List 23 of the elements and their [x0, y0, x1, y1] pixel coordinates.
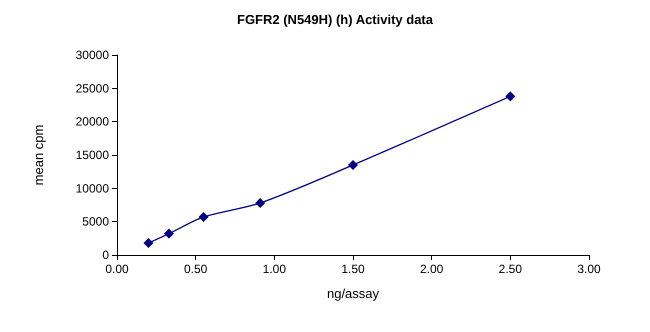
x-tick-label: 0.00: [105, 262, 129, 276]
y-tick-label: 15000: [76, 148, 110, 162]
y-tick-label: 25000: [76, 81, 110, 96]
x-tick-label: 1.50: [341, 262, 365, 276]
x-axis-title: ng/assay: [326, 286, 380, 301]
x-tick-label: 0.50: [184, 262, 208, 276]
y-axis-title: mean cpm: [31, 124, 46, 186]
point: [198, 212, 209, 222]
point: [348, 160, 358, 170]
point: [255, 198, 266, 208]
y-tick-label: 30000: [76, 48, 110, 62]
point: [505, 91, 516, 102]
x-tick-label: 3.00: [577, 262, 601, 276]
x-tick-label: 2.50: [498, 262, 522, 276]
chart-title: FGFR2 (N549H) (h) Activity data: [237, 12, 434, 27]
y-tick-label: 0: [102, 248, 110, 262]
point: [143, 238, 154, 248]
y-tick-label: 20000: [76, 114, 110, 129]
point: [164, 228, 174, 239]
y-tick-label: 5000: [82, 214, 110, 229]
x-tick-label: 2.00: [420, 262, 444, 276]
x-tick-label: 1.00: [262, 262, 286, 276]
y-tick-label: 10000: [76, 181, 110, 196]
